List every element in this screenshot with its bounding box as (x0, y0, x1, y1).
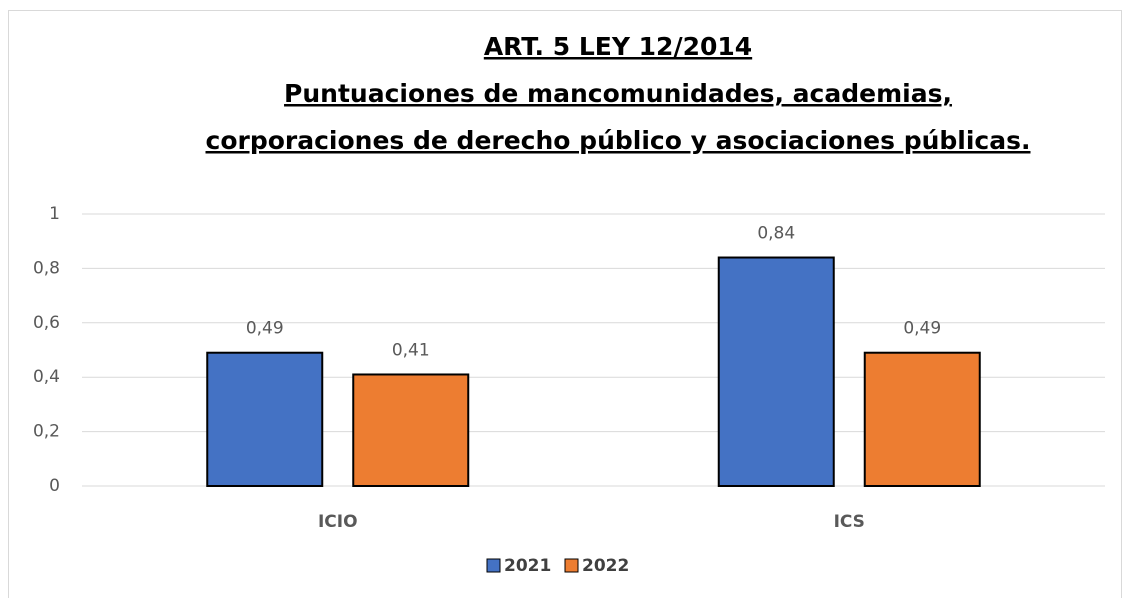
y-tick-label: 0 (49, 476, 60, 496)
x-tick-label: ICIO (318, 512, 358, 532)
y-tick-label: 0,4 (33, 367, 60, 387)
bar (717, 256, 835, 487)
y-tick-label: 0,6 (33, 313, 60, 333)
legend-label: 2021 (504, 556, 551, 576)
chart-title: ART. 5 LEY 12/2014 (484, 32, 752, 61)
data-label: 0,49 (246, 319, 284, 339)
legend-swatch (564, 558, 579, 573)
bar (863, 351, 981, 487)
data-label: 0,49 (903, 319, 941, 339)
legend-label: 2022 (582, 556, 629, 576)
y-tick-label: 1 (49, 204, 60, 224)
data-label: 0,84 (757, 224, 795, 244)
x-tick-label: ICS (834, 512, 865, 532)
bar (352, 373, 470, 488)
chart-frame (8, 10, 1122, 598)
y-tick-label: 0,8 (33, 258, 60, 278)
data-label: 0,41 (392, 340, 430, 360)
bar (206, 351, 324, 487)
chart-title: corporaciones de derecho público y asoci… (206, 126, 1031, 155)
legend-swatch (486, 558, 501, 573)
y-tick-label: 0,2 (33, 422, 60, 442)
chart-title: Puntuaciones de mancomunidades, academia… (284, 79, 952, 108)
